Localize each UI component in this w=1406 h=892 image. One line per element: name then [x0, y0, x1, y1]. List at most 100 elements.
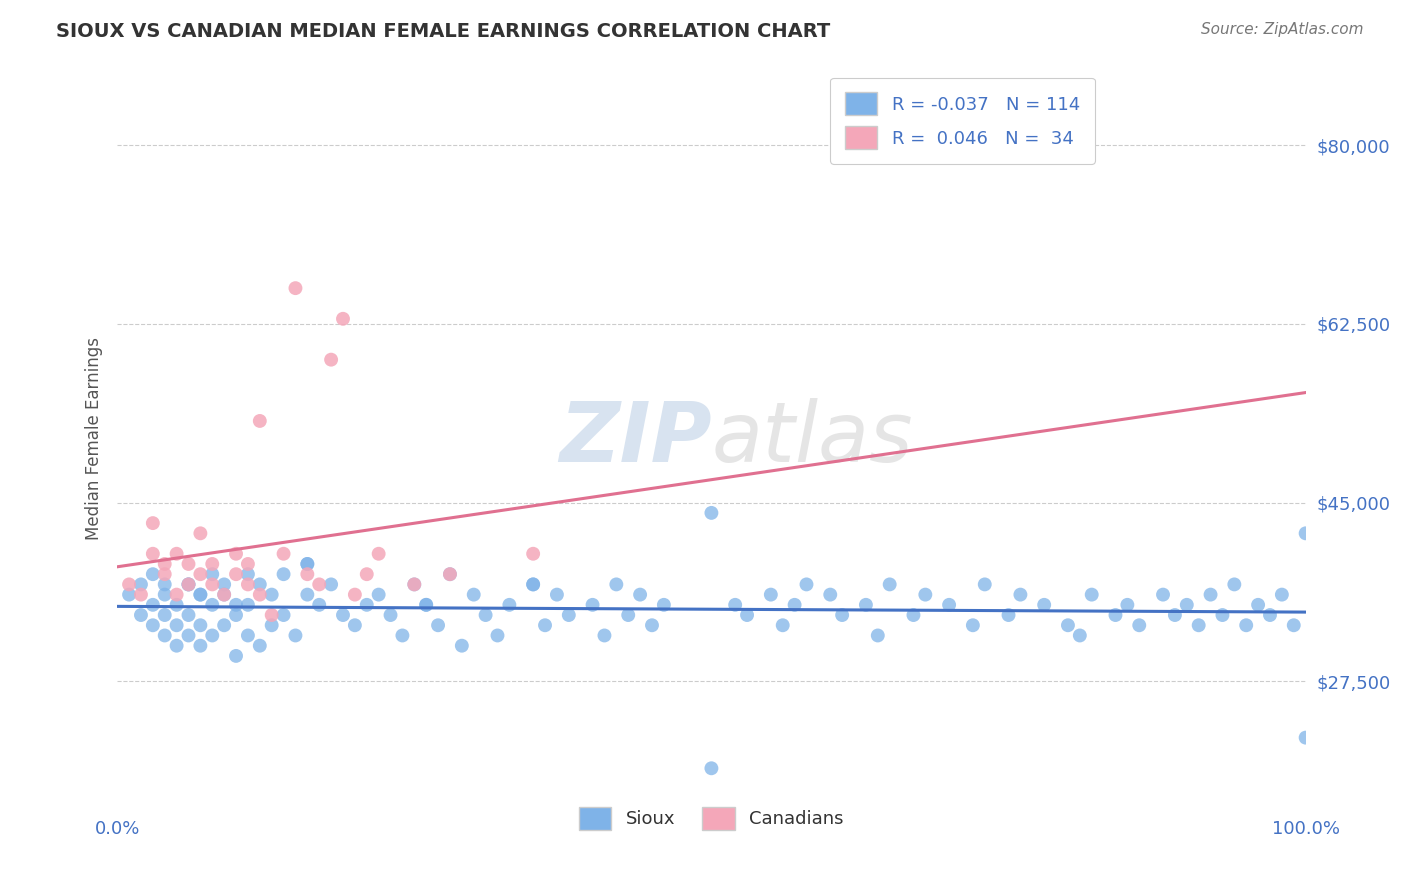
Point — [997, 608, 1019, 623]
Point — [225, 598, 247, 612]
Point — [474, 608, 496, 623]
Point — [903, 608, 925, 623]
Point — [332, 608, 354, 623]
Point — [759, 588, 782, 602]
Point — [605, 577, 627, 591]
Point — [260, 608, 283, 623]
Point — [1010, 588, 1032, 602]
Point — [1282, 618, 1305, 632]
Point — [831, 608, 853, 623]
Text: SIOUX VS CANADIAN MEDIAN FEMALE EARNINGS CORRELATION CHART: SIOUX VS CANADIAN MEDIAN FEMALE EARNINGS… — [56, 22, 831, 41]
Point — [498, 598, 520, 612]
Point — [1234, 618, 1257, 632]
Point — [212, 618, 235, 632]
Point — [700, 761, 723, 775]
Point — [177, 557, 200, 571]
Point — [297, 567, 319, 582]
Point — [1080, 588, 1102, 602]
Point — [1057, 618, 1080, 632]
Point — [724, 598, 747, 612]
Point — [297, 557, 319, 571]
Point — [236, 577, 259, 591]
Point — [938, 598, 960, 612]
Point — [273, 547, 295, 561]
Point — [177, 577, 200, 591]
Point — [1128, 618, 1150, 632]
Point — [1116, 598, 1139, 612]
Point — [450, 639, 472, 653]
Point — [1211, 608, 1233, 623]
Point — [129, 608, 152, 623]
Point — [546, 588, 568, 602]
Point — [356, 567, 378, 582]
Point — [558, 608, 581, 623]
Point — [236, 557, 259, 571]
Point — [142, 567, 165, 582]
Point — [142, 618, 165, 632]
Point — [236, 598, 259, 612]
Point — [190, 588, 212, 602]
Point — [177, 628, 200, 642]
Point — [735, 608, 758, 623]
Point — [772, 618, 794, 632]
Point — [297, 557, 319, 571]
Point — [641, 618, 664, 632]
Point — [973, 577, 995, 591]
Point — [343, 618, 366, 632]
Point — [652, 598, 675, 612]
Point — [1164, 608, 1187, 623]
Point — [249, 588, 271, 602]
Point — [190, 618, 212, 632]
Point — [273, 608, 295, 623]
Point — [796, 577, 818, 591]
Point — [463, 588, 485, 602]
Point — [260, 588, 283, 602]
Point — [297, 588, 319, 602]
Point — [866, 628, 889, 642]
Point — [212, 577, 235, 591]
Point — [522, 577, 544, 591]
Point — [190, 588, 212, 602]
Point — [236, 567, 259, 582]
Point — [212, 588, 235, 602]
Point — [820, 588, 842, 602]
Point — [166, 588, 188, 602]
Point — [879, 577, 901, 591]
Point — [332, 311, 354, 326]
Point — [153, 628, 176, 642]
Point — [391, 628, 413, 642]
Point — [1033, 598, 1056, 612]
Point — [367, 588, 389, 602]
Point — [201, 567, 224, 582]
Point — [534, 618, 557, 632]
Point — [415, 598, 437, 612]
Point — [593, 628, 616, 642]
Point — [153, 567, 176, 582]
Point — [142, 547, 165, 561]
Point — [225, 567, 247, 582]
Point — [166, 639, 188, 653]
Point — [308, 577, 330, 591]
Point — [1188, 618, 1211, 632]
Point — [190, 526, 212, 541]
Point — [1104, 608, 1126, 623]
Point — [201, 577, 224, 591]
Point — [1175, 598, 1198, 612]
Point — [236, 628, 259, 642]
Point — [1247, 598, 1270, 612]
Point — [201, 598, 224, 612]
Point — [190, 567, 212, 582]
Point — [427, 618, 450, 632]
Point — [1295, 731, 1317, 745]
Point — [225, 648, 247, 663]
Point — [142, 598, 165, 612]
Point — [486, 628, 509, 642]
Point — [700, 506, 723, 520]
Point — [404, 577, 426, 591]
Point — [118, 577, 141, 591]
Point — [201, 557, 224, 571]
Point — [914, 588, 936, 602]
Point — [153, 588, 176, 602]
Point — [249, 639, 271, 653]
Legend: Sioux, Canadians: Sioux, Canadians — [564, 792, 858, 845]
